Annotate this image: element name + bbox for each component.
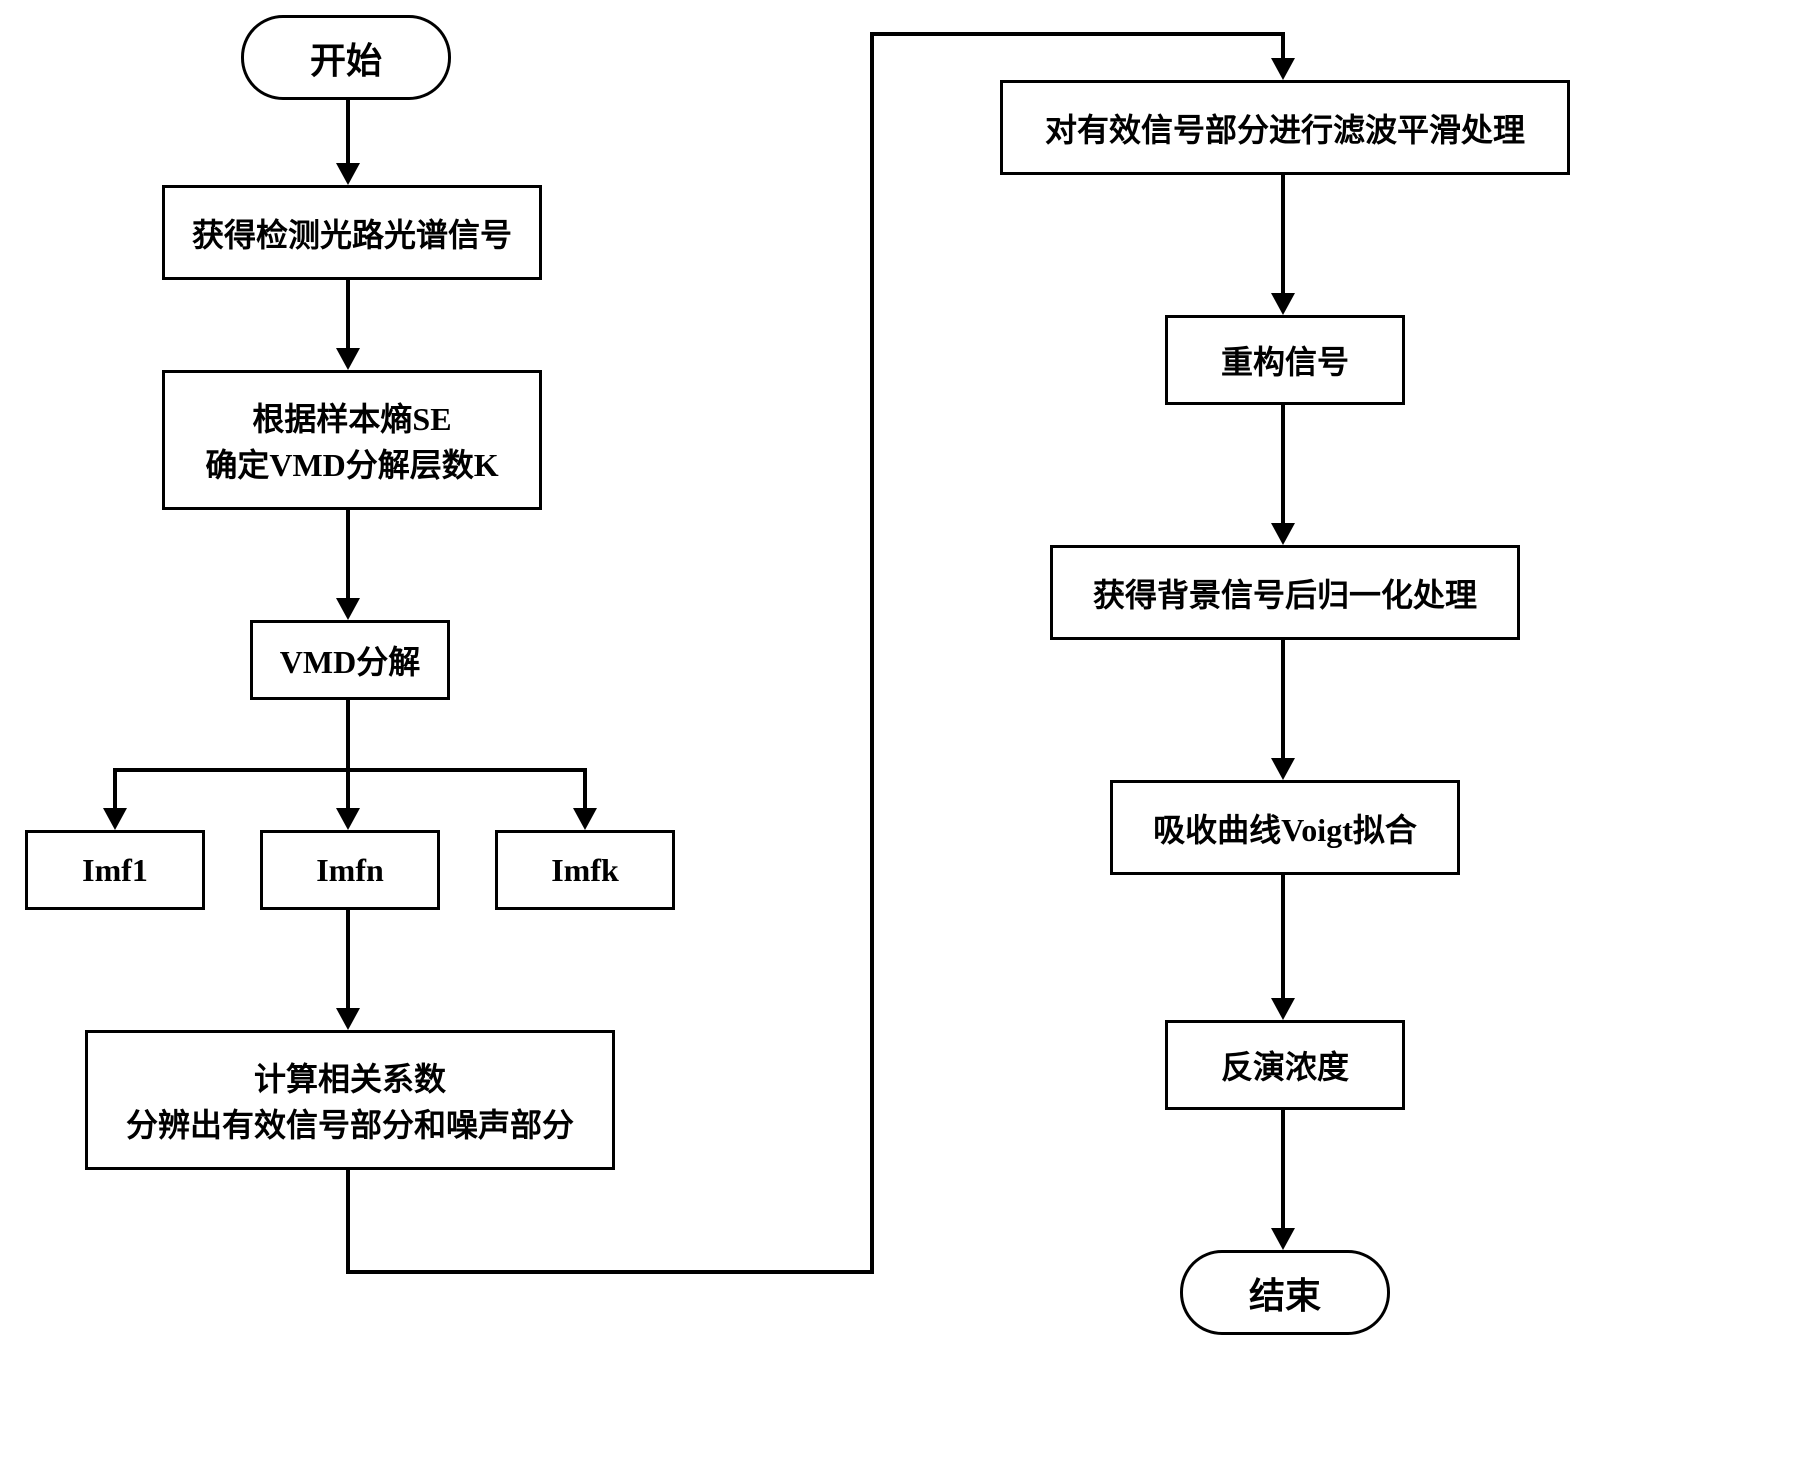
edge [1281, 1110, 1285, 1228]
node-sample-entropy: 根据样本熵SE 确定VMD分解层数K [162, 370, 542, 510]
node-end: 结束 [1180, 1250, 1390, 1335]
arrow-head-icon [1271, 758, 1295, 780]
node-label-line1: 计算相关系数 [254, 1054, 446, 1100]
node-start: 开始 [241, 15, 451, 100]
node-label: Imfk [551, 852, 619, 889]
node-imfk: Imfk [495, 830, 675, 910]
node-label-line2: 分辨出有效信号部分和噪声部分 [126, 1100, 574, 1146]
node-label: 结束 [1249, 1267, 1321, 1319]
edge [346, 510, 350, 598]
node-label: 吸收曲线Voigt拟合 [1153, 805, 1417, 851]
node-label: 对有效信号部分进行滤波平滑处理 [1045, 105, 1525, 151]
node-imfn: Imfn [260, 830, 440, 910]
edge-branch-drop [583, 768, 587, 808]
node-label: 反演浓度 [1221, 1042, 1349, 1088]
edge-branch-horizontal [113, 768, 587, 772]
node-voigt-fit: 吸收曲线Voigt拟合 [1110, 780, 1460, 875]
arrow-head-icon [1271, 1228, 1295, 1250]
node-label-line2: 确定VMD分解层数K [205, 440, 498, 486]
node-label: 开始 [310, 32, 382, 84]
node-label: VMD分解 [280, 637, 420, 683]
node-filter-smooth: 对有效信号部分进行滤波平滑处理 [1000, 80, 1570, 175]
edge [346, 100, 350, 163]
node-reconstruct: 重构信号 [1165, 315, 1405, 405]
node-label: 获得检测光路光谱信号 [192, 210, 512, 256]
arrow-head-icon [103, 808, 127, 830]
edge-branch-drop [113, 768, 117, 808]
node-normalize: 获得背景信号后归一化处理 [1050, 545, 1520, 640]
edge-connector [346, 1270, 874, 1274]
node-invert-concentration: 反演浓度 [1165, 1020, 1405, 1110]
arrow-head-icon [1271, 58, 1295, 80]
arrow-head-icon [1271, 998, 1295, 1020]
node-label: 重构信号 [1221, 337, 1349, 383]
node-label: Imf1 [82, 852, 148, 889]
node-acquire-signal: 获得检测光路光谱信号 [162, 185, 542, 280]
edge [1281, 405, 1285, 523]
edge [1281, 875, 1285, 998]
edge-connector [870, 32, 874, 1274]
arrow-head-icon [336, 348, 360, 370]
edge-connector [346, 1170, 350, 1270]
edge [1281, 175, 1285, 293]
edge-branch-stem [346, 700, 350, 770]
arrow-head-icon [1271, 293, 1295, 315]
arrow-head-icon [336, 163, 360, 185]
node-correlation: 计算相关系数 分辨出有效信号部分和噪声部分 [85, 1030, 615, 1170]
edge [346, 910, 350, 1008]
arrow-head-icon [573, 808, 597, 830]
node-vmd-decompose: VMD分解 [250, 620, 450, 700]
edge [346, 280, 350, 348]
node-imf1: Imf1 [25, 830, 205, 910]
arrow-head-icon [336, 598, 360, 620]
arrow-head-icon [336, 808, 360, 830]
arrow-head-icon [1271, 523, 1295, 545]
edge-branch-drop [346, 768, 350, 808]
node-label: Imfn [316, 852, 384, 889]
node-label-line1: 根据样本熵SE [252, 394, 451, 440]
arrow-head-icon [336, 1008, 360, 1030]
node-label: 获得背景信号后归一化处理 [1093, 570, 1477, 616]
edge-connector [1281, 32, 1285, 58]
edge [1281, 640, 1285, 758]
edge-connector [870, 32, 1285, 36]
